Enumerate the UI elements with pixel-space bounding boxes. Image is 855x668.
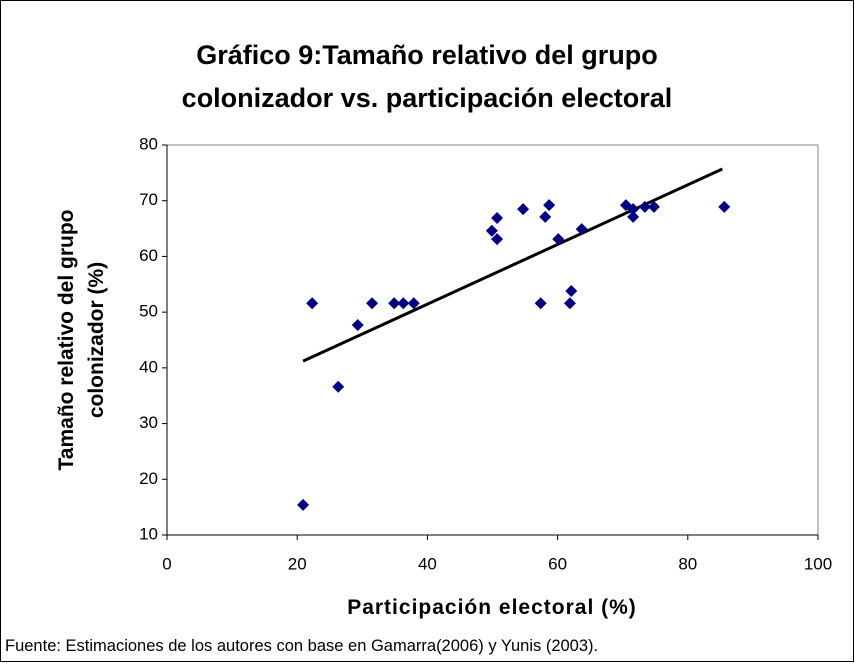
y-tick-label: 50 — [139, 302, 158, 321]
data-point — [627, 203, 640, 216]
y-tick-label: 20 — [139, 469, 158, 488]
source-note: Fuente: Estimaciones de los autores con … — [5, 637, 598, 655]
data-point — [485, 224, 498, 237]
data-point — [297, 498, 310, 511]
x-tick-label: 80 — [678, 554, 697, 573]
data-point — [397, 297, 410, 310]
data-point — [543, 199, 556, 212]
y-axis-label: Tamaño relativo del grupo — [55, 210, 78, 471]
y-tick-label: 80 — [139, 134, 158, 153]
y-tick-label: 10 — [139, 524, 158, 543]
chart-title: Gráfico 9:Tamaño relativo del grupo — [196, 40, 658, 70]
data-point — [647, 200, 660, 213]
x-tick-label: 100 — [804, 554, 832, 573]
data-point — [351, 318, 364, 331]
trend-line — [302, 167, 723, 363]
data-point — [575, 223, 588, 236]
data-point — [517, 203, 530, 216]
data-point — [534, 297, 547, 310]
data-point — [306, 297, 319, 310]
y-tick-label: 70 — [139, 190, 158, 209]
x-tick-label: 0 — [162, 554, 171, 573]
data-point — [332, 380, 345, 393]
x-axis-label: Participación electoral (%) — [347, 596, 637, 619]
y-axis-label: colonizador (%) — [85, 262, 108, 418]
data-point — [388, 297, 401, 310]
chart-title: colonizador vs. participación electoral — [182, 83, 673, 113]
x-tick-label: 40 — [418, 554, 437, 573]
data-point — [718, 200, 731, 213]
y-tick-label: 30 — [139, 413, 158, 432]
data-point — [565, 284, 578, 297]
data-point — [563, 297, 576, 310]
data-point — [366, 297, 379, 310]
data-point — [491, 233, 504, 246]
y-tick-label: 40 — [139, 357, 158, 376]
data-point — [491, 211, 504, 224]
data-point — [552, 233, 565, 246]
data-point — [627, 210, 640, 223]
data-point — [539, 210, 552, 223]
data-point — [407, 297, 420, 310]
data-point — [638, 200, 651, 213]
y-tick-label: 60 — [139, 246, 158, 265]
x-tick-label: 20 — [288, 554, 307, 573]
x-tick-label: 60 — [548, 554, 567, 573]
